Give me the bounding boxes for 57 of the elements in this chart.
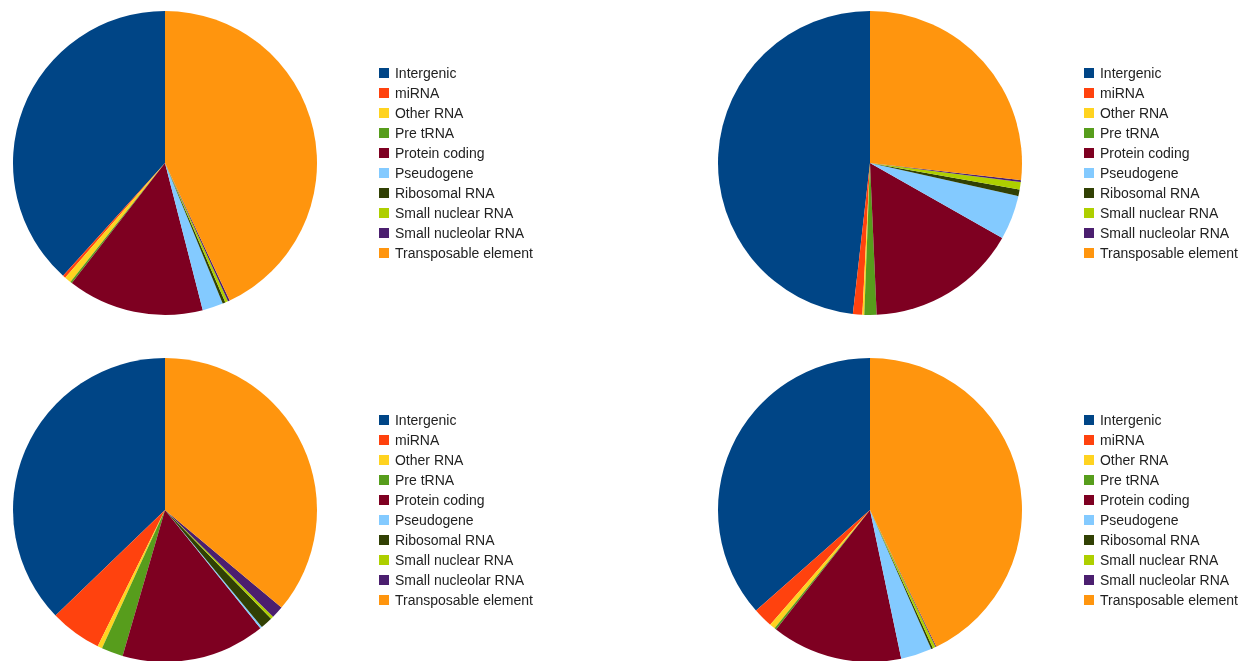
legend-label: Small nucleolar RNA xyxy=(394,571,525,590)
legend-label: Ribosomal RNA xyxy=(394,184,495,203)
pie-slice xyxy=(13,11,165,276)
legend-label: Protein coding xyxy=(394,144,485,163)
legend-label: Other RNA xyxy=(394,104,464,123)
pie-slice xyxy=(755,510,870,625)
legend-label: Small nuclear RNA xyxy=(394,204,514,223)
pie-slice xyxy=(776,510,902,661)
legend-label: Intergenic xyxy=(1099,64,1162,83)
legend-label: Transposable element xyxy=(1099,244,1238,263)
legend-label: Pseudogene xyxy=(1099,164,1179,183)
legend-label: Small nucleolar RNA xyxy=(394,224,525,243)
legend-label: Pre tRNA xyxy=(1099,471,1160,490)
legend-label: Pre tRNA xyxy=(1099,124,1160,143)
legend-label: Other RNA xyxy=(1099,104,1169,123)
legend-label: Intergenic xyxy=(394,64,457,83)
pie-slice xyxy=(870,163,1003,315)
legend-label: Pseudogene xyxy=(1099,511,1179,530)
pie-slice xyxy=(165,11,317,301)
legend-label: Small nucleolar RNA xyxy=(1099,224,1230,243)
pie-slice xyxy=(71,163,203,315)
legend-label: Small nuclear RNA xyxy=(1099,204,1219,223)
legend-label: Other RNA xyxy=(1099,451,1169,470)
legend-label: Protein coding xyxy=(394,491,485,510)
pie-slice xyxy=(165,358,317,608)
pie-slice xyxy=(122,510,261,661)
legend-label: Pre tRNA xyxy=(394,124,455,143)
legend-label: Pseudogene xyxy=(394,511,474,530)
legend-label: Ribosomal RNA xyxy=(394,531,495,550)
legend-label: Pseudogene xyxy=(394,164,474,183)
legend-label: Intergenic xyxy=(394,411,457,430)
legend-label: Small nuclear RNA xyxy=(394,551,514,570)
legend-label: Transposable element xyxy=(1099,591,1238,610)
pie-slice xyxy=(870,163,1019,238)
pie-slice xyxy=(718,11,870,315)
legend-label: miRNA xyxy=(394,84,440,103)
legend-label: Small nucleolar RNA xyxy=(1099,571,1230,590)
pie-slice xyxy=(13,358,165,616)
legend-label: Pre tRNA xyxy=(394,471,455,490)
legend-label: Ribosomal RNA xyxy=(1099,531,1200,550)
legend-label: Transposable element xyxy=(394,591,533,610)
legend-label: Ribosomal RNA xyxy=(1099,184,1200,203)
legend-label: Intergenic xyxy=(1099,411,1162,430)
legend-label: Small nuclear RNA xyxy=(1099,551,1219,570)
pie-slice xyxy=(718,358,870,611)
legend-label: miRNA xyxy=(1099,84,1145,103)
pie-slice xyxy=(870,163,1020,197)
legend-label: miRNA xyxy=(1099,431,1145,450)
legend-label: Transposable element xyxy=(394,244,533,263)
legend-label: Other RNA xyxy=(394,451,464,470)
pie-slice xyxy=(870,163,1021,190)
legend-label: miRNA xyxy=(394,431,440,450)
pie-slice xyxy=(870,11,1022,181)
pie-slice xyxy=(870,358,1022,647)
legend-label: Protein coding xyxy=(1099,144,1190,163)
legend-label: Protein coding xyxy=(1099,491,1190,510)
pie-slice xyxy=(55,510,165,647)
